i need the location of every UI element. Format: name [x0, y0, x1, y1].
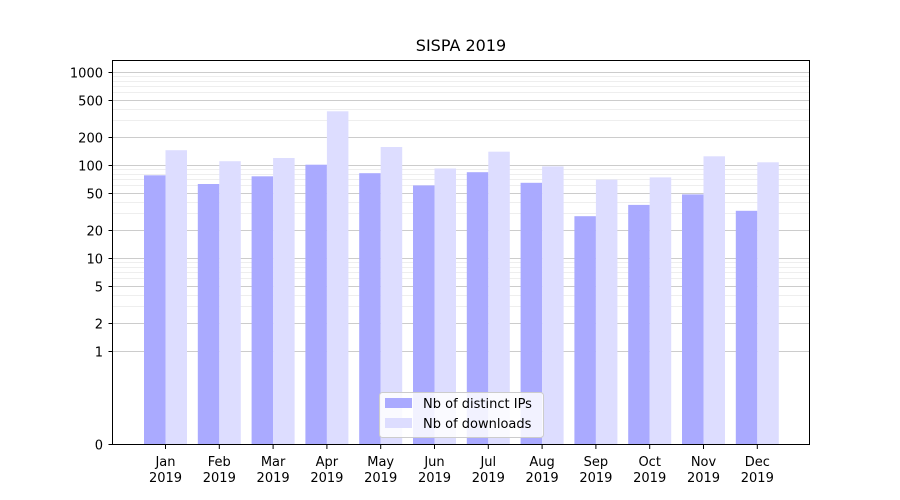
bar-downloads [488, 151, 510, 444]
x-tick-label-year: 2019 [364, 471, 397, 486]
x-tick-label-month: Apr [316, 455, 339, 470]
legend: Nb of distinct IPs Nb of downloads [379, 392, 544, 438]
y-axis: 0 1 2 5 10 20 50 100 200 500 1000 [70, 67, 113, 454]
x-tick-label-month: Oct [638, 455, 660, 470]
bar-distinct-ips [466, 172, 489, 444]
x-tick-label-month: Aug [529, 455, 554, 470]
bar-downloads [649, 177, 672, 444]
bar-downloads [273, 158, 295, 444]
bar-distinct-ips [520, 182, 543, 445]
bar-distinct-ips [197, 184, 220, 444]
x-tick-label-year: 2019 [418, 471, 451, 486]
y-tick-label: 20 [86, 225, 103, 240]
x-tick-label-year: 2019 [687, 471, 720, 486]
x-axis: Jan2019Feb2019Mar2019Apr2019May2019Jun20… [149, 444, 774, 486]
y-tick-label: 50 [86, 188, 103, 203]
bar-distinct-ips [305, 164, 327, 444]
y-tick-label: 5 [95, 281, 103, 296]
y-tick-label: 100 [78, 160, 103, 175]
x-tick-label-month: Jul [479, 455, 496, 470]
x-tick-label-year: 2019 [257, 471, 290, 486]
legend-label: Nb of distinct IPs [423, 397, 532, 412]
bar-distinct-ips [735, 210, 758, 444]
y-tick-label: 500 [78, 95, 103, 110]
bar-downloads [703, 156, 725, 445]
bar-distinct-ips [144, 175, 166, 445]
bar-downloads [434, 168, 456, 444]
bar-distinct-ips [628, 204, 650, 444]
x-tick-label-year: 2019 [149, 471, 182, 486]
bar-downloads [757, 162, 779, 445]
x-tick-label-year: 2019 [310, 471, 343, 486]
x-tick-label-year: 2019 [633, 471, 666, 486]
bar-downloads [380, 147, 403, 444]
legend-swatch [385, 398, 412, 408]
y-tick-label: 0 [95, 439, 103, 454]
bar-downloads [326, 111, 349, 445]
x-tick-label-year: 2019 [526, 471, 559, 486]
x-tick-label-year: 2019 [741, 471, 774, 486]
y-tick-label: 1 [95, 346, 103, 361]
bar-distinct-ips [682, 194, 704, 444]
bar-distinct-ips [574, 216, 596, 444]
y-tick-label: 200 [78, 132, 103, 147]
legend-swatch [385, 418, 412, 428]
y-tick-label: 1000 [70, 67, 103, 82]
x-tick-label-month: Jun [423, 455, 444, 470]
bar-distinct-ips [413, 185, 435, 444]
chart-title: SISPA 2019 [416, 36, 506, 55]
bar-downloads [219, 161, 241, 444]
x-tick-label-month: May [367, 455, 394, 470]
plot-frame [112, 60, 810, 445]
bar-downloads [165, 150, 187, 444]
x-tick-label-month: Jan [154, 455, 175, 470]
legend-box [379, 392, 544, 438]
y-tick-label: 2 [95, 318, 103, 333]
x-tick-label-month: Nov [691, 455, 717, 470]
bar-distinct-ips [359, 173, 381, 444]
bars [144, 111, 779, 445]
legend-label: Nb of downloads [423, 417, 532, 432]
x-tick-label-month: Mar [261, 455, 286, 470]
x-tick-label-year: 2019 [472, 471, 505, 486]
x-tick-label-year: 2019 [579, 471, 612, 486]
x-tick-label-month: Sep [584, 455, 609, 470]
x-tick-label-month: Dec [745, 455, 770, 470]
bar-downloads [542, 166, 564, 444]
x-tick-label-month: Feb [208, 455, 231, 470]
bar-distinct-ips [251, 176, 274, 445]
y-tick-label: 10 [86, 253, 103, 268]
bar-downloads [595, 179, 618, 444]
x-tick-label-year: 2019 [203, 471, 236, 486]
